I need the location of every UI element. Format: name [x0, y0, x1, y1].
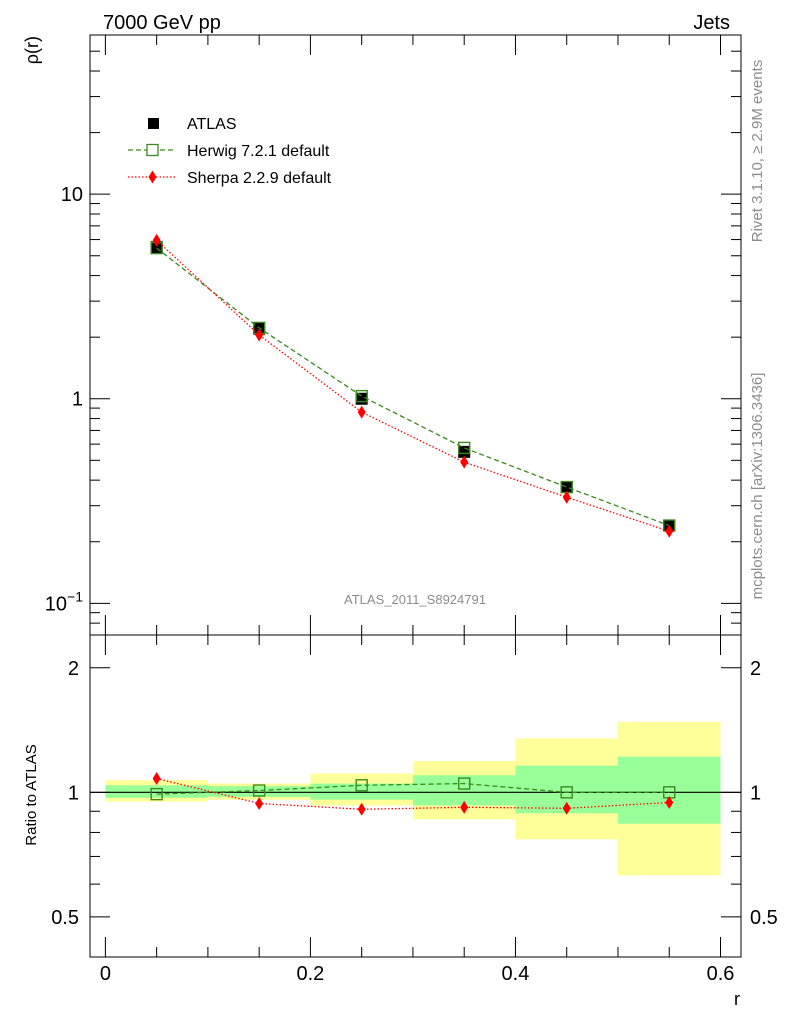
x-tick-label: 0.4: [502, 963, 530, 985]
ratio-band-stat: [310, 783, 413, 800]
herwig-point: [457, 441, 471, 455]
sherpa-ratio-point: [152, 772, 161, 786]
main-panel: 10−1 1 10 ATLAS_2011_S8924791 ρ(r): [22, 34, 742, 636]
mcplots-label: mcplots.cern.ch [arXiv:1306.3436]: [749, 373, 766, 600]
herwig-ratio-point: [252, 784, 266, 797]
sherpa-line: [156, 239, 670, 532]
y-tick-label: 1: [72, 389, 83, 411]
ratio-y-tick-label-right: 2: [750, 658, 761, 680]
sherpa-point: [460, 455, 469, 469]
header-process: 7000 GeV pp: [103, 12, 221, 34]
sherpa-point: [357, 405, 366, 419]
atlas-point: [560, 481, 573, 494]
legend-herwig-marker: [146, 143, 159, 157]
sherpa-point: [255, 328, 264, 342]
sherpa-ratio-line: [156, 777, 670, 810]
sherpa-point: [665, 524, 674, 538]
legend-atlas-marker: [148, 118, 159, 129]
herwig-point: [355, 389, 368, 403]
rivet-label: Rivet 3.1.10, ≥ 2.9M events: [749, 60, 766, 243]
ratio-band-stat: [207, 786, 311, 797]
sherpa-ratio-point: [460, 800, 469, 814]
x-tick-label: 0.2: [297, 963, 325, 985]
sherpa-ratio-point: [665, 795, 674, 809]
herwig-ratio-point: [150, 787, 163, 801]
x-tick-label: 0.6: [707, 963, 735, 985]
herwig-ratio-point: [457, 777, 471, 790]
sherpa-ratio-point: [562, 801, 571, 815]
ratio-band-stat: [617, 756, 721, 824]
herwig-line: [156, 247, 670, 527]
analysis-id-label: ATLAS_2011_S8924791: [344, 592, 486, 607]
ratio-y-tick-label: 1: [68, 782, 79, 804]
header-observable: Jets: [693, 12, 730, 34]
legend: ATLAS Herwig 7.2.1 default Sherpa 2.2.9 …: [128, 116, 332, 187]
ratio-frame: [89, 634, 742, 958]
herwig-ratio-point: [355, 779, 368, 792]
legend-sherpa-marker: [148, 170, 157, 184]
herwig-ratio-line: [156, 782, 670, 795]
legend-atlas-label: ATLAS: [187, 116, 237, 133]
sherpa-point: [562, 490, 571, 504]
ratio-y-tick-label: 2: [68, 658, 79, 680]
y-tick-label: 10−1: [45, 588, 83, 615]
x-tick-label: 0: [100, 963, 111, 985]
ratio-y-tick-label-right: 1: [750, 782, 761, 804]
sherpa-ratio-point: [255, 796, 264, 810]
sherpa-point: [152, 233, 161, 247]
herwig-ratio-point: [560, 786, 573, 799]
y-tick-label: 10: [61, 184, 83, 206]
ratio-band-stat: [412, 775, 516, 806]
ratio-y-tick-label-right: 0.5: [750, 907, 778, 929]
ratio-ylabel: Ratio to ATLAS: [23, 744, 40, 845]
main-ylabel: ρ(r): [22, 36, 42, 64]
ratio-band-stat: [105, 785, 208, 798]
ratio-y-tick-label: 0.5: [51, 907, 79, 929]
x-axis-label: r: [734, 989, 740, 1009]
legend-sherpa-label: Sherpa 2.2.9 default: [187, 170, 332, 187]
sherpa-ratio-point: [357, 802, 366, 816]
ratio-panel: 0 0.2 0.4 0.6 0.5 0.5 1 1 2 2 Ratio to ATLAS r: [23, 634, 778, 1009]
legend-herwig-label: Herwig 7.2.1 default: [187, 143, 330, 160]
